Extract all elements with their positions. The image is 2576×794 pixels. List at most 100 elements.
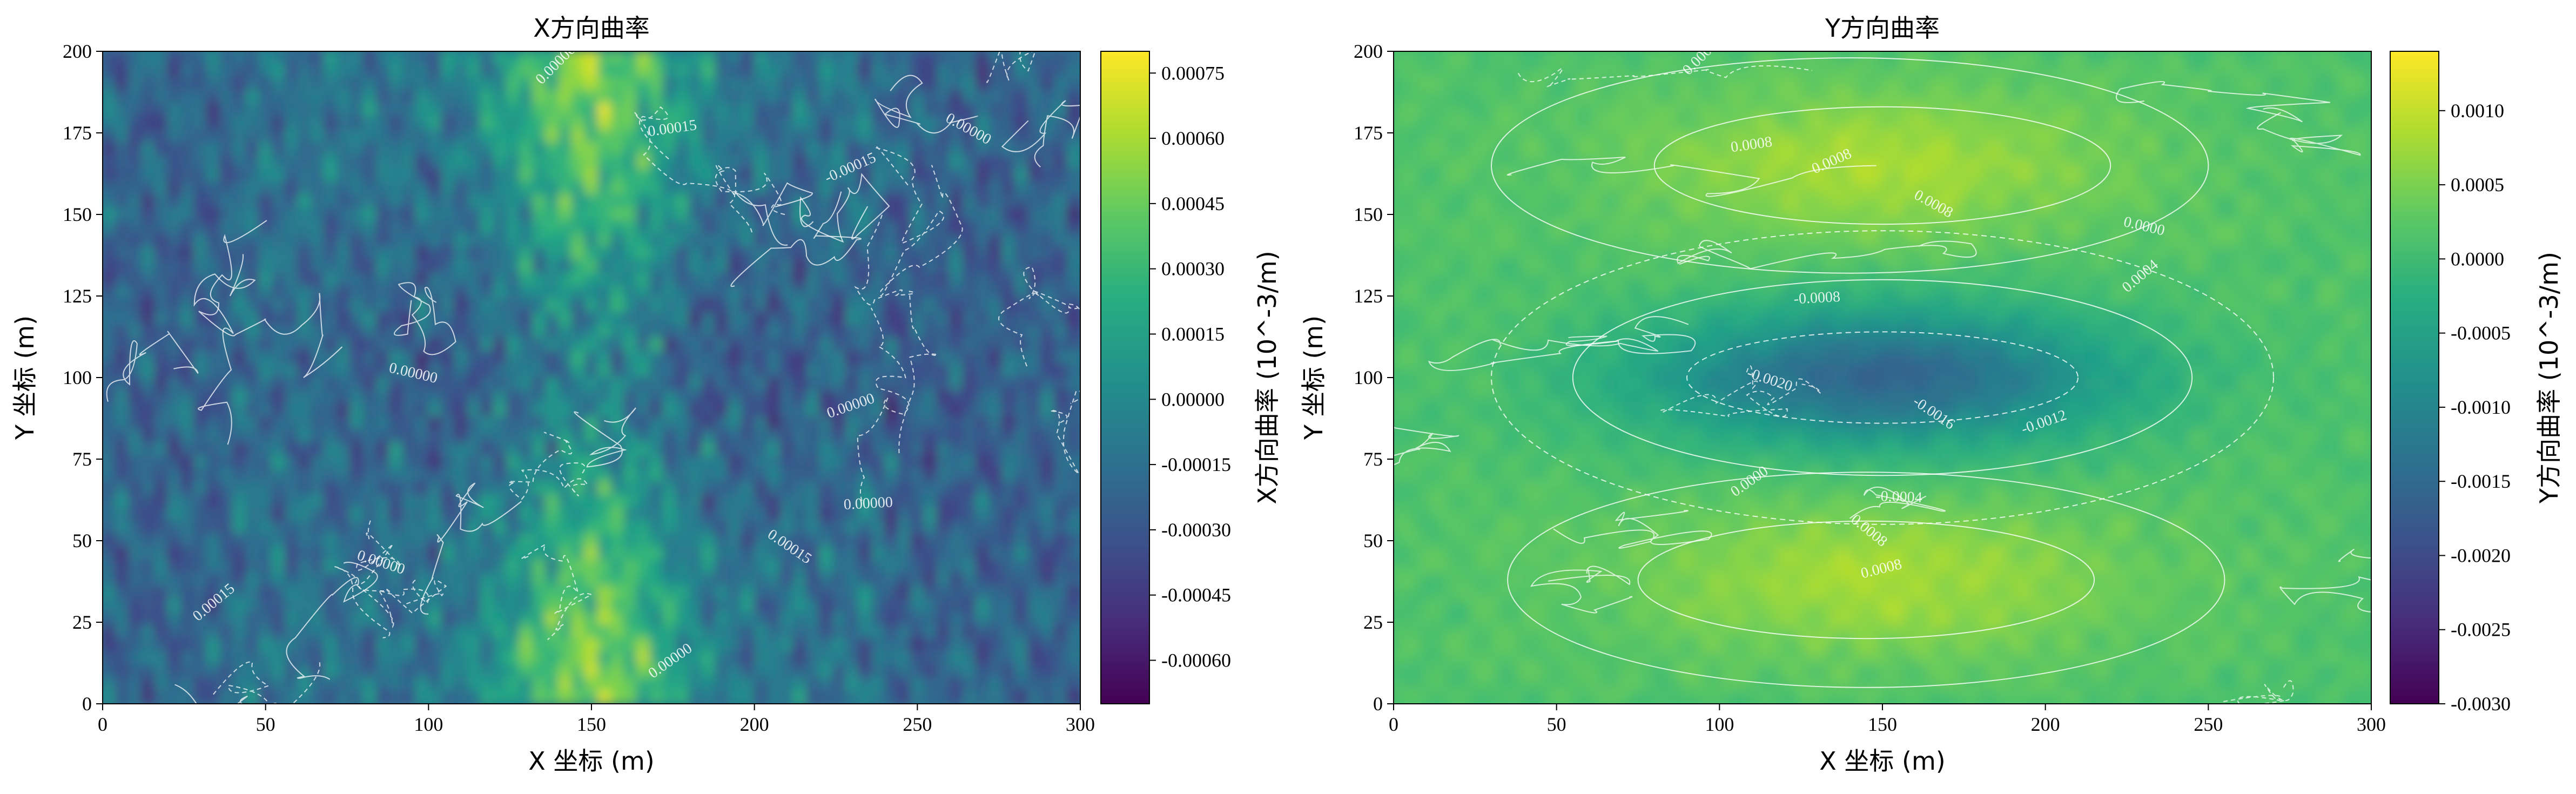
heatmap-cell bbox=[545, 468, 560, 483]
heatmap-cell bbox=[975, 142, 990, 157]
heatmap-cell bbox=[871, 155, 885, 170]
heatmap-cell bbox=[388, 312, 403, 326]
heatmap-cell bbox=[754, 507, 768, 522]
heatmap-cell bbox=[636, 51, 651, 65]
heatmap-cell bbox=[754, 285, 768, 300]
heatmap-cell bbox=[988, 312, 1003, 326]
heatmap-cell bbox=[558, 494, 573, 509]
heatmap-cell bbox=[206, 194, 221, 208]
heatmap-cell bbox=[2357, 220, 2371, 235]
heatmap-cell bbox=[428, 481, 442, 496]
heatmap-cell bbox=[441, 390, 455, 405]
heatmap-cell bbox=[597, 651, 612, 665]
heatmap-cell bbox=[962, 259, 977, 274]
heatmap-cell bbox=[766, 351, 781, 365]
heatmap-cell bbox=[2097, 116, 2111, 130]
heatmap-cell bbox=[284, 299, 299, 313]
heatmap-cell bbox=[2305, 90, 2320, 104]
heatmap-cell bbox=[2344, 129, 2359, 144]
heatmap-cell bbox=[949, 377, 964, 392]
y-tick-label: 75 bbox=[72, 448, 92, 470]
heatmap-cell bbox=[141, 155, 156, 170]
heatmap-cell bbox=[988, 690, 1003, 704]
heatmap-cell bbox=[806, 429, 820, 443]
heatmap-cell bbox=[2240, 155, 2255, 170]
heatmap-cell bbox=[1053, 351, 1068, 365]
heatmap-cell bbox=[1914, 103, 1929, 117]
heatmap-cell bbox=[623, 207, 638, 222]
heatmap-cell bbox=[1014, 168, 1029, 183]
heatmap-cell bbox=[1602, 142, 1616, 157]
heatmap-cell bbox=[675, 364, 690, 378]
heatmap-cell bbox=[193, 364, 207, 378]
heatmap-cell bbox=[232, 246, 247, 261]
heatmap-cell bbox=[493, 338, 508, 352]
heatmap-cell bbox=[832, 664, 846, 678]
heatmap-cell bbox=[962, 560, 977, 574]
heatmap-cell bbox=[128, 246, 143, 261]
heatmap-cell bbox=[193, 677, 207, 691]
heatmap-cell bbox=[741, 625, 755, 640]
heatmap-cell bbox=[284, 338, 299, 352]
heatmap-cell bbox=[1549, 207, 1564, 222]
heatmap-cell bbox=[1394, 181, 1408, 196]
heatmap-cell bbox=[362, 468, 377, 483]
heatmap-cell bbox=[362, 481, 377, 496]
heatmap-cell bbox=[832, 299, 846, 313]
heatmap-cell bbox=[506, 586, 521, 600]
heatmap-cell bbox=[154, 664, 169, 678]
heatmap-cell bbox=[506, 429, 521, 443]
heatmap-cell bbox=[597, 90, 612, 104]
heatmap-cell bbox=[689, 494, 703, 509]
heatmap-cell bbox=[545, 129, 560, 144]
contour-line bbox=[986, 51, 1036, 83]
heatmap-cell bbox=[819, 90, 833, 104]
heatmap-cell bbox=[1471, 181, 1485, 196]
heatmap-cell bbox=[2305, 181, 2320, 196]
heatmap-cell bbox=[271, 181, 286, 196]
heatmap-cell bbox=[337, 259, 351, 274]
heatmap-cell bbox=[480, 272, 494, 287]
heatmap-cell bbox=[311, 547, 325, 561]
heatmap-cell bbox=[311, 625, 325, 640]
heatmap-cell bbox=[115, 312, 130, 326]
heatmap-cell bbox=[1640, 220, 1655, 235]
heatmap-cell bbox=[1927, 90, 1942, 104]
heatmap-cell bbox=[832, 103, 846, 117]
heatmap-cell bbox=[936, 142, 951, 157]
heatmap-cell bbox=[636, 168, 651, 183]
heatmap-cell bbox=[103, 533, 117, 548]
heatmap-cell bbox=[636, 638, 651, 652]
heatmap-cell bbox=[819, 442, 833, 456]
heatmap-cell bbox=[1980, 116, 1994, 130]
heatmap-cell bbox=[1562, 207, 1577, 222]
heatmap-cell bbox=[623, 51, 638, 65]
heatmap-cell bbox=[167, 299, 181, 313]
heatmap-cell bbox=[779, 129, 794, 144]
heatmap-cell bbox=[858, 638, 872, 652]
heatmap-cell bbox=[532, 468, 547, 483]
heatmap-cell bbox=[597, 677, 612, 691]
heatmap-cell bbox=[1980, 155, 1994, 170]
heatmap-cell bbox=[689, 129, 703, 144]
heatmap-cell bbox=[311, 90, 325, 104]
heatmap-cell bbox=[337, 533, 351, 548]
heatmap-cell bbox=[675, 468, 690, 483]
heatmap-cell bbox=[103, 429, 117, 443]
heatmap-cell bbox=[2175, 103, 2190, 117]
heatmap-cell bbox=[597, 586, 612, 600]
heatmap-cell bbox=[245, 533, 260, 548]
colorbar-tick-label: 0.00060 bbox=[1161, 127, 1225, 149]
heatmap-cell bbox=[2292, 51, 2307, 65]
heatmap-cell bbox=[2357, 207, 2371, 222]
heatmap-cell bbox=[1001, 677, 1016, 691]
heatmap-cell bbox=[1602, 64, 1616, 78]
heatmap-cell bbox=[1053, 611, 1068, 627]
heatmap-cell bbox=[2201, 194, 2216, 208]
heatmap-cell bbox=[871, 246, 885, 261]
heatmap-cell bbox=[741, 325, 755, 339]
heatmap-cell bbox=[1523, 233, 1538, 248]
heatmap-cell bbox=[298, 77, 312, 91]
heatmap-cell bbox=[1966, 220, 1981, 235]
heatmap-cell bbox=[2305, 168, 2320, 183]
